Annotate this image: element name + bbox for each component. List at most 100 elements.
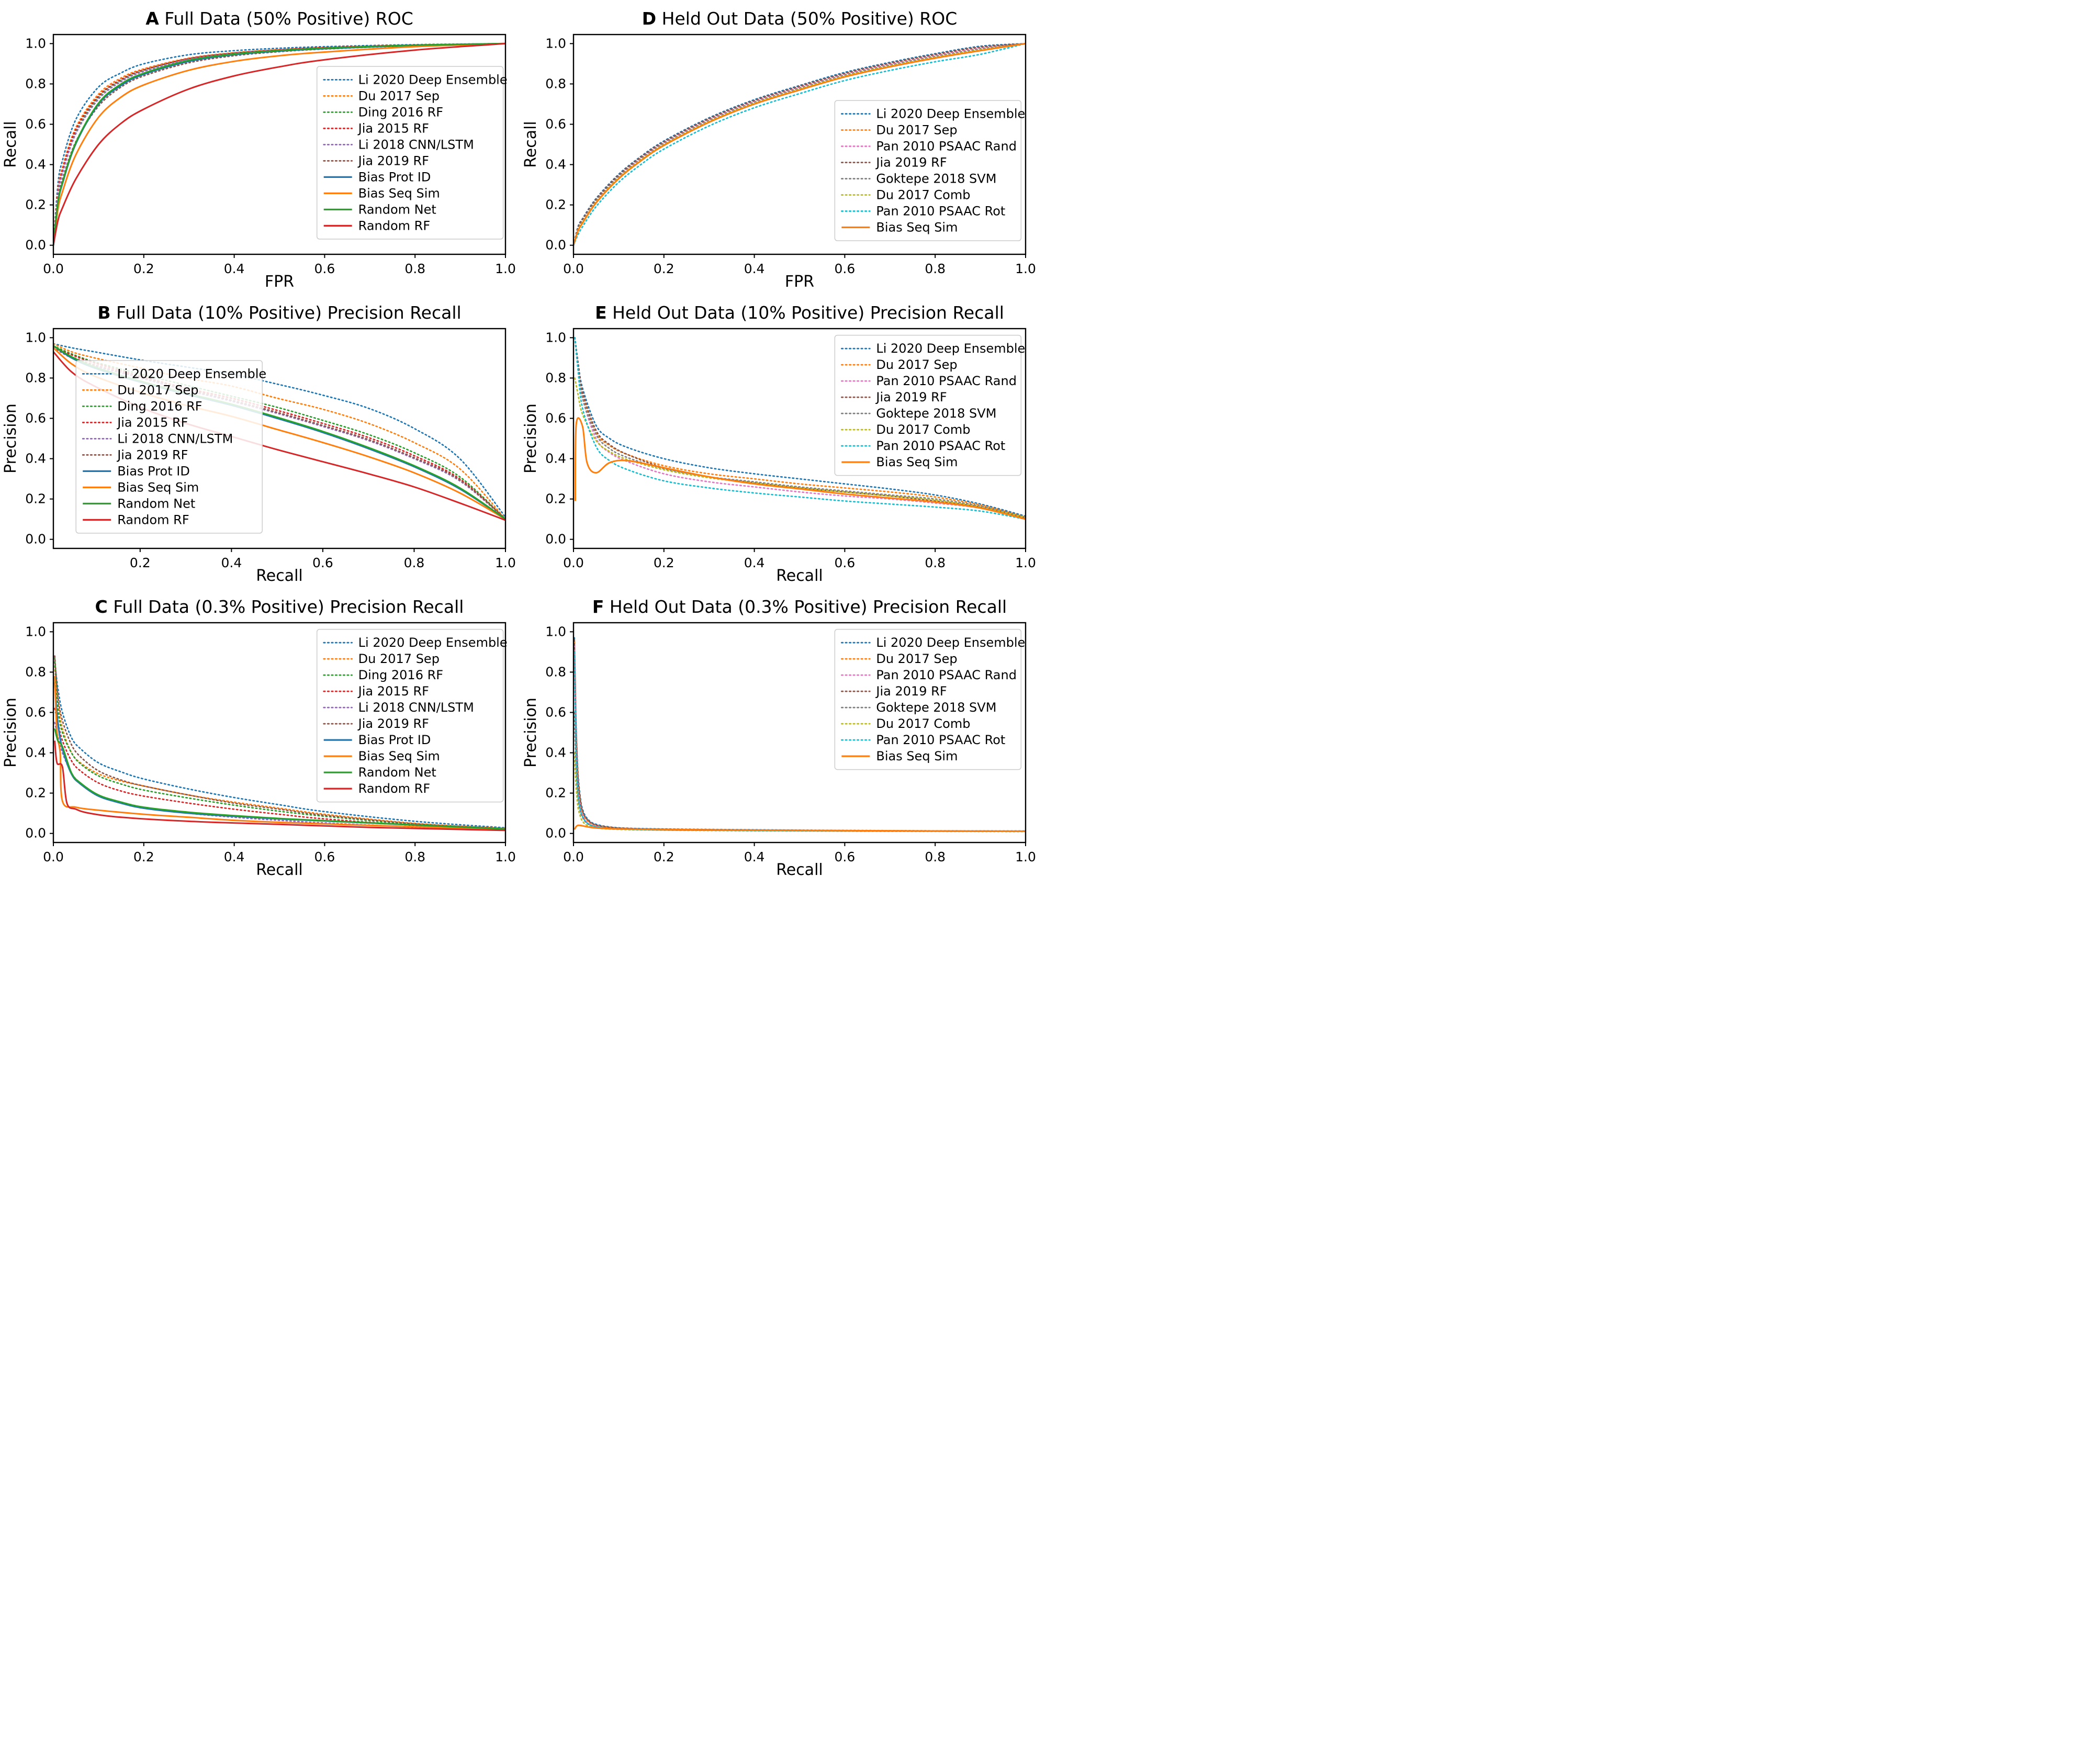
x-axis-label: Recall — [776, 567, 823, 585]
y-tick-label: 0.4 — [545, 451, 566, 466]
legend-label: Goktepe 2018 SVM — [876, 406, 996, 421]
y-tick-label: 0.4 — [25, 745, 46, 760]
legend-label: Ding 2016 RF — [117, 399, 202, 413]
legend-label: Jia 2019 RF — [875, 155, 947, 170]
y-tick-label: 0.0 — [25, 532, 46, 547]
legend-box — [316, 628, 504, 803]
series-du-2017-sep — [53, 343, 505, 520]
series-random-net — [53, 42, 505, 245]
panel-a-chart: 0.0 0.2 0.4 0.6 0.8 1.0 0.0 0.2 0.4 0.6 0.8 1.0 FPR R… — [2, 33, 516, 291]
axes-B: 0.2 0.4 0.6 0.8 1.0 0.0 0.2 0.4 0.6 0.8 1.0 — [25, 330, 516, 570]
x-tick-label: 0.4 — [221, 555, 242, 570]
legend-label: Li 2020 Deep Ensemble — [876, 341, 1025, 356]
legend-box — [834, 100, 1022, 241]
x-tick-label: 1.0 — [1015, 849, 1036, 864]
legend-label: Jia 2015 RF — [357, 121, 429, 136]
y-tick-label: 0.4 — [545, 745, 566, 760]
x-tick-label: 0.6 — [314, 849, 335, 864]
legend-label: Bias Seq Sim — [876, 749, 958, 763]
y-tick-label: 0.8 — [545, 664, 566, 679]
y-tick-label: 0.6 — [25, 704, 46, 720]
legend-label: Jia 2019 RF — [357, 716, 429, 731]
legend-label: Bias Prot ID — [358, 170, 431, 184]
series-random-net — [54, 728, 505, 830]
panel-d-title-text: Held Out Data (50% Positive) ROC — [661, 8, 958, 29]
series-pan-2010-psaac-rot — [573, 42, 1026, 246]
panel-a-letter: A — [145, 8, 159, 29]
panel-b: B Full Data (10% Positive) Precision Rec… — [0, 294, 520, 588]
panel-a-title: A Full Data (50% Positive) ROC — [53, 8, 505, 29]
y-tick-label: 0.0 — [25, 826, 46, 841]
y-axis-label: Precision — [2, 698, 20, 768]
series-group-D — [573, 42, 1026, 246]
panel-d-chart: 0.0 0.2 0.4 0.6 0.8 1.0 0.0 0.2 0.4 0.6 0.8 1.0 FPR R… — [522, 33, 1036, 291]
x-tick-label: 0.4 — [224, 849, 245, 864]
x-tick-label: 0.6 — [312, 555, 333, 570]
panel-e: E Held Out Data (10% Positive) Precision… — [520, 294, 1040, 588]
x-tick-label: 0.2 — [654, 849, 674, 864]
legend-label: Li 2018 CNN/LSTM — [358, 700, 474, 715]
axes-A: 0.0 0.2 0.4 0.6 0.8 1.0 0.0 0.2 0.4 0.6 0.8 1.0 — [25, 36, 516, 276]
legend-label: Random RF — [117, 512, 189, 527]
x-tick-label: 1.0 — [495, 261, 516, 276]
panel-e-title: E Held Out Data (10% Positive) Precision… — [573, 302, 1026, 323]
legend-label: Li 2020 Deep Ensemble — [876, 107, 1025, 121]
x-tick-label: 1.0 — [495, 555, 516, 570]
legend-label: Bias Seq Sim — [876, 220, 958, 235]
y-tick-label: 0.8 — [25, 76, 46, 91]
x-axis-label: Recall — [776, 861, 823, 879]
x-axis-label: FPR — [785, 273, 814, 291]
legend-label: Bias Prot ID — [358, 733, 431, 747]
legend-label: Jia 2019 RF — [875, 684, 947, 699]
panel-f-title: F Held Out Data (0.3% Positive) Precisio… — [573, 597, 1026, 617]
x-tick-label: 0.4 — [744, 555, 765, 570]
legend-label: Bias Prot ID — [117, 464, 190, 478]
y-tick-label: 1.0 — [545, 330, 566, 345]
series-random-rf — [54, 740, 505, 832]
panel-c: C Full Data (0.3% Positive) Precision Re… — [0, 588, 520, 882]
legend-label: Li 2020 Deep Ensemble — [876, 635, 1025, 650]
axes-E: 0.0 0.2 0.4 0.6 0.8 1.0 0.0 0.2 0.4 0.6 0.8 1.0 — [545, 330, 1036, 570]
axes-box — [572, 622, 1027, 844]
legend-label: Du 2017 Sep — [876, 357, 957, 372]
series-pan-2010-psaac-rand — [574, 336, 1026, 519]
y-tick-label: 0.2 — [545, 197, 566, 212]
legend-label: Random RF — [358, 218, 430, 233]
legend-label: Du 2017 Comb — [876, 422, 970, 437]
legend-label: Random Net — [358, 765, 436, 780]
y-tick-label: 1.0 — [25, 36, 46, 51]
panel-d-title: D Held Out Data (50% Positive) ROC — [573, 8, 1026, 29]
figure-roc-pr-grid: A Full Data (50% Positive) ROC 0.0 0.2 0.4… — [0, 0, 1040, 882]
panel-f-title-text: Held Out Data (0.3% Positive) Precision … — [609, 597, 1007, 617]
y-tick-label: 0.4 — [25, 157, 46, 172]
legend-label: Jia 2019 RF — [875, 390, 947, 405]
x-tick-label: 0.2 — [133, 261, 154, 276]
series-du-2017-sep — [574, 336, 1026, 518]
legend-label: Li 2020 Deep Ensemble — [358, 635, 508, 650]
series-ding-2016-rf — [54, 657, 505, 830]
axes-D: 0.0 0.2 0.4 0.6 0.8 1.0 0.0 0.2 0.4 0.6 0.8 1.0 — [545, 36, 1036, 276]
legend-box — [75, 360, 263, 534]
series-jia-2019-rf — [573, 42, 1026, 246]
axes-C: 0.0 0.2 0.4 0.6 0.8 1.0 0.0 0.2 0.4 0.6 0.8 1.0 — [25, 624, 516, 864]
x-tick-label: 0.0 — [43, 261, 64, 276]
axes-box — [572, 328, 1027, 549]
legend-label: Pan 2010 PSAAC Rand — [876, 374, 1017, 388]
series-jia-2015-rf — [53, 346, 505, 520]
panel-b-chart: 0.2 0.4 0.6 0.8 1.0 0.0 0.2 0.4 0.6 0.8 1.0 Recall P… — [2, 328, 516, 585]
x-tick-label: 0.6 — [835, 849, 856, 864]
series-group-F — [573, 637, 1026, 833]
x-axis-label: FPR — [265, 273, 294, 291]
legend-box — [834, 334, 1022, 476]
y-tick-label: 0.4 — [545, 157, 566, 172]
legend-label: Li 2018 CNN/LSTM — [117, 431, 233, 446]
legend-label: Du 2017 Sep — [876, 651, 957, 666]
panel-e-title-text: Held Out Data (10% Positive) Precision R… — [612, 302, 1004, 323]
axes-box — [52, 33, 507, 255]
y-tick-label: 0.2 — [25, 197, 46, 212]
series-group-C — [54, 655, 505, 832]
legend-label: Random Net — [117, 496, 195, 511]
